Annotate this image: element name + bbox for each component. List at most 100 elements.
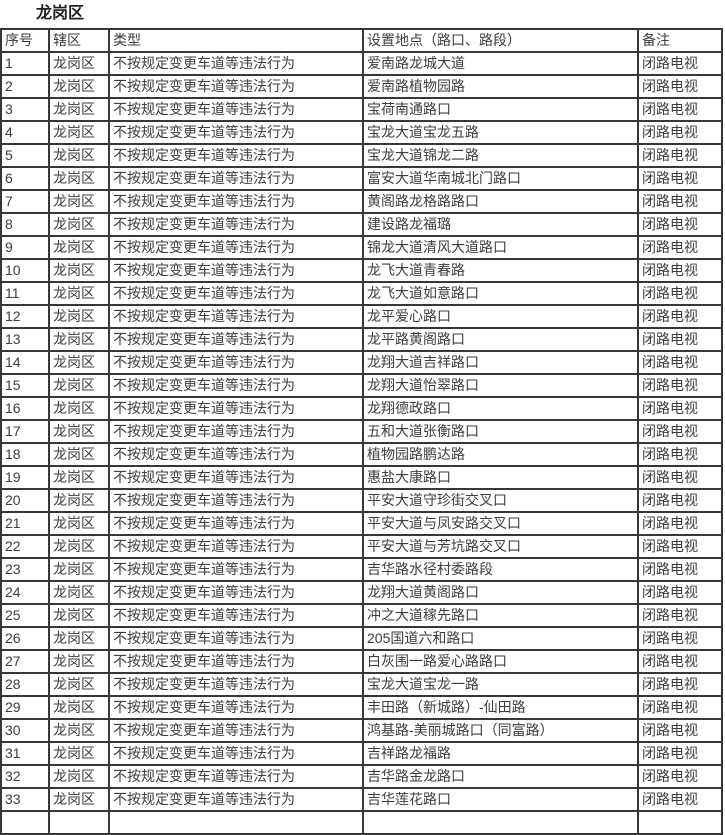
- cell-remark: 闭路电视: [637, 74, 723, 99]
- cell-violation-type: 不按规定变更车道等违法行为: [108, 649, 364, 674]
- cell-violation-type: 不按规定变更车道等违法行为: [108, 396, 364, 421]
- table-row: 22 龙岗区 不按规定变更车道等违法行为 平安大道与芳坑路交叉口 闭路电视: [0, 534, 723, 559]
- table-row: 13 龙岗区 不按规定变更车道等违法行为 龙平路黄阁路口 闭路电视: [0, 327, 723, 352]
- cell-location: 平安大道与凤安路交叉口: [362, 511, 639, 536]
- cell-district: 龙岗区: [48, 166, 110, 191]
- cell-district: 龙岗区: [48, 281, 110, 306]
- cell-index: 18: [0, 442, 50, 467]
- cell-index: 21: [0, 511, 50, 536]
- cell-district: 龙岗区: [48, 626, 110, 651]
- cell-violation-type: 不按规定变更车道等违法行为: [108, 603, 364, 628]
- cell-remark: 闭路电视: [637, 488, 723, 513]
- cell-violation-type: 不按规定变更车道等违法行为: [108, 258, 364, 283]
- cell-index: 16: [0, 396, 50, 421]
- cell-violation-type: 不按规定变更车道等违法行为: [108, 212, 364, 237]
- cell-remark: 闭路电视: [637, 373, 723, 398]
- table-row: 20 龙岗区 不按规定变更车道等违法行为 平安大道守珍街交叉口 闭路电视: [0, 488, 723, 513]
- cell-remark: 闭路电视: [637, 212, 723, 237]
- table-row: 4 龙岗区 不按规定变更车道等违法行为 宝龙大道宝龙五路 闭路电视: [0, 120, 723, 145]
- cell-index: 25: [0, 603, 50, 628]
- cell-index: 5: [0, 143, 50, 168]
- cell-violation-type: 不按规定变更车道等违法行为: [108, 51, 364, 76]
- cell-violation-type: 不按规定变更车道等违法行为: [108, 304, 364, 329]
- table-row: 8 龙岗区 不按规定变更车道等违法行为 建设路龙福璐 闭路电视: [0, 212, 723, 237]
- cell-index: 26: [0, 626, 50, 651]
- cell-district: 龙岗区: [48, 212, 110, 237]
- cell-location: 丰田路（新城路）-仙田路: [362, 695, 639, 720]
- cell-district: 龙岗区: [48, 189, 110, 214]
- cell-index: 31: [0, 741, 50, 766]
- cell-remark: 闭路电视: [637, 465, 723, 490]
- cell-district: 龙岗区: [48, 787, 110, 812]
- cell-index: 2: [0, 74, 50, 99]
- cell-violation-type: 不按规定变更车道等违法行为: [108, 166, 364, 191]
- cell-district: 龙岗区: [48, 97, 110, 122]
- cell-remark: 闭路电视: [637, 258, 723, 283]
- cell-location: 龙翔大道吉祥路口: [362, 350, 639, 375]
- cell-remark: 闭路电视: [637, 350, 723, 375]
- cell-violation-type: 不按规定变更车道等违法行为: [108, 672, 364, 697]
- cell-violation-type: 不按规定变更车道等违法行为: [108, 143, 364, 168]
- cell-index: 28: [0, 672, 50, 697]
- table-row: 16 龙岗区 不按规定变更车道等违法行为 龙翔德政路口 闭路电视: [0, 396, 723, 421]
- empty-cell: [0, 810, 50, 835]
- cell-location: 龙平路黄阁路口: [362, 327, 639, 352]
- table-row: 25 龙岗区 不按规定变更车道等违法行为 冲之大道稼先路口 闭路电视: [0, 603, 723, 628]
- cell-violation-type: 不按规定变更车道等违法行为: [108, 626, 364, 651]
- table-row: 5 龙岗区 不按规定变更车道等违法行为 宝龙大道锦龙二路 闭路电视: [0, 143, 723, 168]
- cell-district: 龙岗区: [48, 327, 110, 352]
- cell-district: 龙岗区: [48, 304, 110, 329]
- cell-index: 9: [0, 235, 50, 260]
- cell-location: 富安大道华南城北门路口: [362, 166, 639, 191]
- cell-violation-type: 不按规定变更车道等违法行为: [108, 235, 364, 260]
- table-row: 3 龙岗区 不按规定变更车道等违法行为 宝荷南通路口 闭路电视: [0, 97, 723, 122]
- table-row: 19 龙岗区 不按规定变更车道等违法行为 惠盐大康路口 闭路电视: [0, 465, 723, 490]
- empty-cell: [637, 810, 723, 835]
- cell-violation-type: 不按规定变更车道等违法行为: [108, 97, 364, 122]
- cell-index: 7: [0, 189, 50, 214]
- table-row: 23 龙岗区 不按规定变更车道等违法行为 吉华路水径村委路段 闭路电视: [0, 557, 723, 582]
- cell-violation-type: 不按规定变更车道等违法行为: [108, 557, 364, 582]
- cell-location: 惠盐大康路口: [362, 465, 639, 490]
- cell-index: 32: [0, 764, 50, 789]
- cell-remark: 闭路电视: [637, 626, 723, 651]
- cell-index: 8: [0, 212, 50, 237]
- cell-location: 建设路龙福璐: [362, 212, 639, 237]
- cell-location: 龙翔大道怡翠路口: [362, 373, 639, 398]
- cell-remark: 闭路电视: [637, 143, 723, 168]
- table-row: 6 龙岗区 不按规定变更车道等违法行为 富安大道华南城北门路口 闭路电视: [0, 166, 723, 191]
- cell-violation-type: 不按规定变更车道等违法行为: [108, 373, 364, 398]
- cell-remark: 闭路电视: [637, 511, 723, 536]
- cell-index: 22: [0, 534, 50, 559]
- cell-remark: 闭路电视: [637, 51, 723, 76]
- cell-district: 龙岗区: [48, 488, 110, 513]
- cell-index: 17: [0, 419, 50, 444]
- cell-index: 1: [0, 51, 50, 76]
- cell-remark: 闭路电视: [637, 235, 723, 260]
- cell-district: 龙岗区: [48, 718, 110, 743]
- table-row: 24 龙岗区 不按规定变更车道等违法行为 龙翔大道黄阁路口 闭路电视: [0, 580, 723, 605]
- table-row: 10 龙岗区 不按规定变更车道等违法行为 龙飞大道青春路 闭路电视: [0, 258, 723, 283]
- cell-violation-type: 不按规定变更车道等违法行为: [108, 189, 364, 214]
- cell-district: 龙岗区: [48, 120, 110, 145]
- cell-remark: 闭路电视: [637, 189, 723, 214]
- cell-remark: 闭路电视: [637, 534, 723, 559]
- table-row: 9 龙岗区 不按规定变更车道等违法行为 锦龙大道清风大道路口 闭路电视: [0, 235, 723, 260]
- cell-location: 宝龙大道宝龙一路: [362, 672, 639, 697]
- empty-cell: [108, 810, 364, 835]
- cell-district: 龙岗区: [48, 465, 110, 490]
- cell-index: 33: [0, 787, 50, 812]
- cell-index: 14: [0, 350, 50, 375]
- cell-remark: 闭路电视: [637, 787, 723, 812]
- page: 龙岗区 序号 辖区 类型 设置地点（路口、路段） 备注 1 龙岗区 不按规定变更车道等违法行…: [0, 6, 725, 835]
- cell-location: 锦龙大道清风大道路口: [362, 235, 639, 260]
- cell-remark: 闭路电视: [637, 281, 723, 306]
- cell-district: 龙岗区: [48, 350, 110, 375]
- table-row-partial: [0, 810, 723, 835]
- cell-violation-type: 不按规定变更车道等违法行为: [108, 787, 364, 812]
- table-header-row: 序号 辖区 类型 设置地点（路口、路段） 备注: [0, 28, 723, 53]
- cell-district: 龙岗区: [48, 603, 110, 628]
- cell-index: 4: [0, 120, 50, 145]
- cell-district: 龙岗区: [48, 373, 110, 398]
- cell-violation-type: 不按规定变更车道等违法行为: [108, 419, 364, 444]
